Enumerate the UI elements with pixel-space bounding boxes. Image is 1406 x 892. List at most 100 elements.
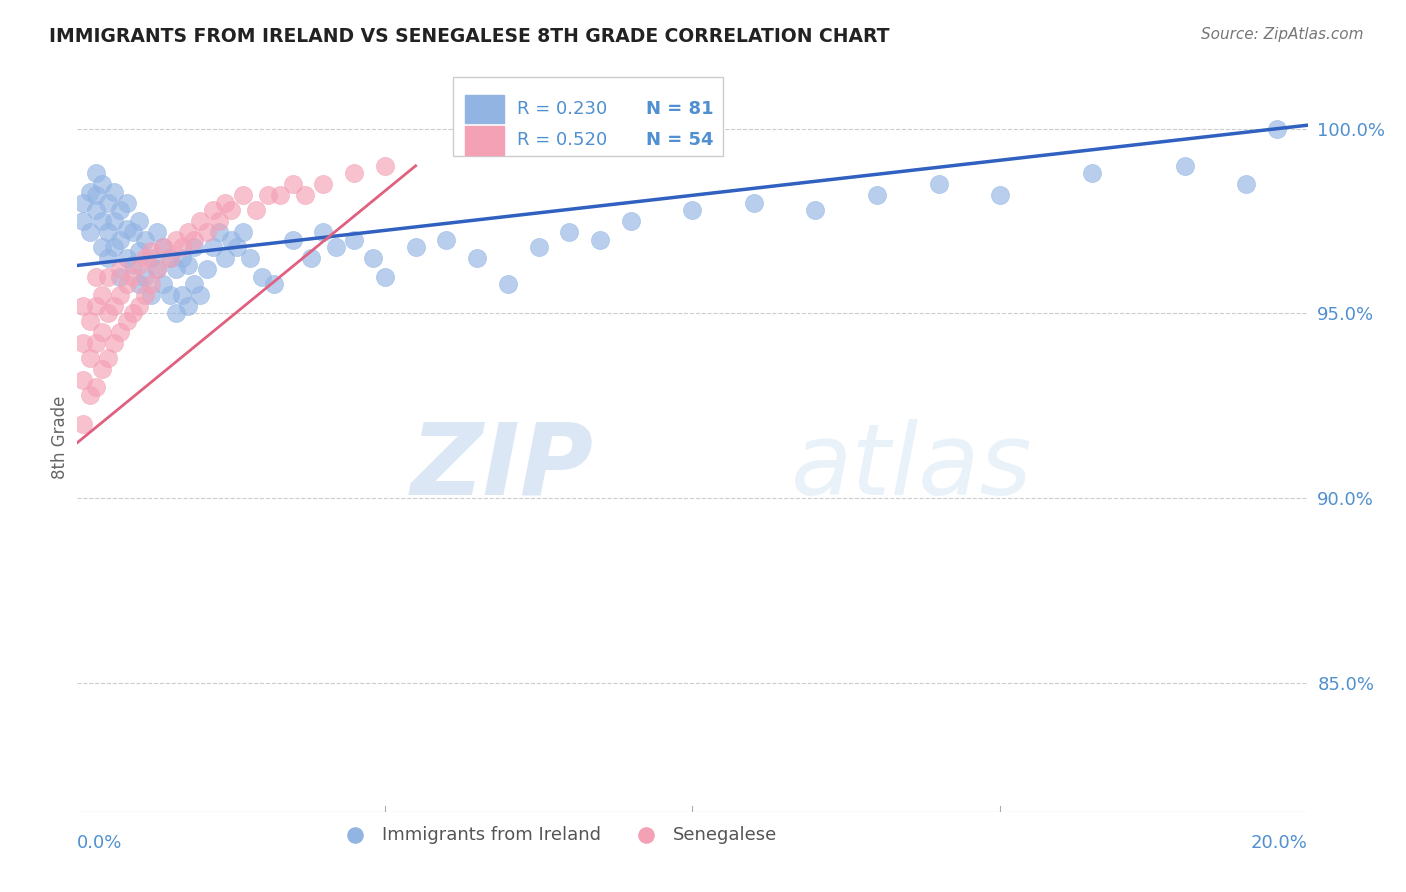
Text: R = 0.520: R = 0.520 <box>516 131 607 149</box>
Point <box>226 240 249 254</box>
Text: N = 81: N = 81 <box>645 100 713 118</box>
Point <box>97 351 120 365</box>
Point <box>146 262 169 277</box>
Point <box>219 203 242 218</box>
Point <box>115 277 138 291</box>
Point <box>239 251 262 265</box>
Point <box>115 251 138 265</box>
Point <box>866 188 889 202</box>
Point <box>201 203 224 218</box>
Point <box>90 240 114 254</box>
Point <box>90 361 114 376</box>
Point <box>110 288 132 302</box>
Point <box>72 373 94 387</box>
Point <box>170 240 193 254</box>
Point <box>84 380 107 394</box>
Point <box>312 178 335 192</box>
Point <box>257 188 280 202</box>
Point <box>97 195 120 210</box>
Point <box>134 269 156 284</box>
Point <box>1081 166 1104 180</box>
Point <box>159 288 181 302</box>
Point <box>195 225 218 239</box>
Point <box>195 262 218 277</box>
Point <box>159 251 181 265</box>
Point <box>84 269 107 284</box>
Point <box>465 251 488 265</box>
Point <box>103 185 125 199</box>
Legend: Immigrants from Ireland, Senegalese: Immigrants from Ireland, Senegalese <box>329 819 785 851</box>
Point <box>281 233 304 247</box>
Point <box>183 240 205 254</box>
Point <box>115 195 138 210</box>
Point <box>208 214 231 228</box>
Point <box>79 387 101 401</box>
Point <box>103 240 125 254</box>
Point <box>188 288 212 302</box>
Point <box>115 314 138 328</box>
Point <box>177 225 200 239</box>
Point <box>177 299 200 313</box>
Point <box>170 288 193 302</box>
Point <box>496 277 519 291</box>
Point <box>110 203 132 218</box>
Y-axis label: 8th Grade: 8th Grade <box>51 395 69 479</box>
Text: IMMIGRANTS FROM IRELAND VS SENEGALESE 8TH GRADE CORRELATION CHART: IMMIGRANTS FROM IRELAND VS SENEGALESE 8T… <box>49 27 890 45</box>
Text: atlas: atlas <box>792 418 1032 516</box>
Point <box>79 225 101 239</box>
Point <box>121 259 143 273</box>
Point <box>110 269 132 284</box>
Point <box>208 225 231 239</box>
Point <box>97 306 120 320</box>
Text: 0.0%: 0.0% <box>77 834 122 852</box>
Point <box>103 299 125 313</box>
Point <box>343 166 366 180</box>
Point <box>79 351 101 365</box>
Point <box>312 225 335 239</box>
Point <box>343 233 366 247</box>
Point <box>134 251 156 265</box>
Point <box>170 251 193 265</box>
Point <box>72 417 94 432</box>
Text: 20.0%: 20.0% <box>1251 834 1308 852</box>
Point <box>146 262 169 277</box>
Point <box>84 335 107 350</box>
Point <box>128 244 150 258</box>
Point <box>250 269 273 284</box>
Point <box>269 188 291 202</box>
Point <box>165 233 187 247</box>
Point <box>90 325 114 339</box>
Point <box>682 203 704 218</box>
Point <box>299 251 322 265</box>
Point <box>110 233 132 247</box>
Point <box>245 203 267 218</box>
Point <box>183 277 205 291</box>
Point <box>214 195 236 210</box>
Point <box>72 214 94 228</box>
Text: N = 54: N = 54 <box>645 131 713 149</box>
Point <box>110 262 132 277</box>
Point <box>325 240 347 254</box>
Point <box>177 259 200 273</box>
Point <box>152 277 174 291</box>
Point <box>988 188 1011 202</box>
Point <box>928 178 950 192</box>
Point <box>1265 121 1288 136</box>
Point <box>110 325 132 339</box>
Point <box>146 225 169 239</box>
Point <box>97 269 120 284</box>
Point <box>1234 178 1257 192</box>
Point <box>121 306 143 320</box>
Point <box>141 277 163 291</box>
Point <box>620 214 643 228</box>
Text: R = 0.230: R = 0.230 <box>516 100 607 118</box>
FancyBboxPatch shape <box>453 78 723 156</box>
Point <box>121 225 143 239</box>
Point <box>134 288 156 302</box>
Point <box>201 240 224 254</box>
Point <box>361 251 384 265</box>
Point <box>589 233 612 247</box>
Point <box>152 240 174 254</box>
Point <box>84 166 107 180</box>
Point <box>294 188 316 202</box>
